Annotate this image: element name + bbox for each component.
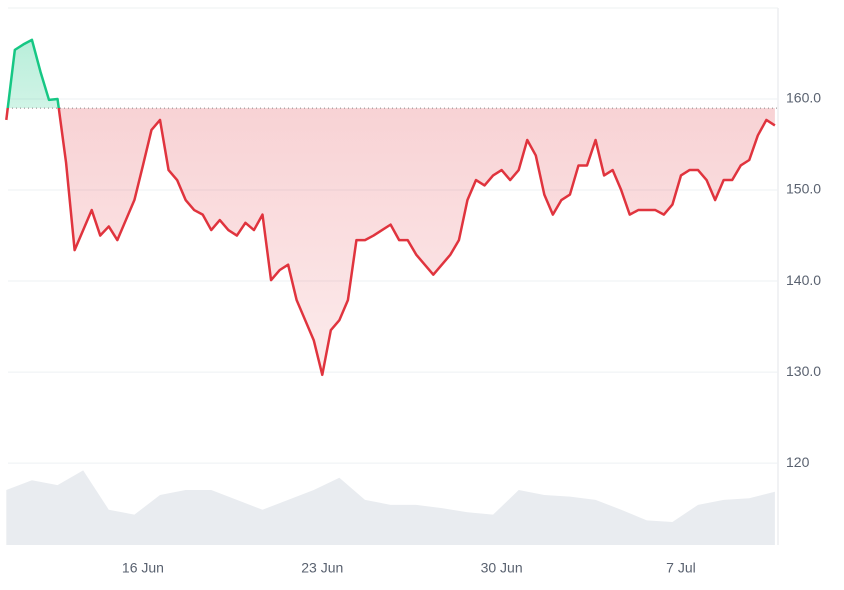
x-tick-label: 23 Jun <box>301 560 343 576</box>
price-line <box>5 38 776 377</box>
y-tick-label: 140.0 <box>786 272 821 288</box>
y-tick-label: 160.0 <box>786 90 821 106</box>
y-tick-label: 120 <box>786 454 810 470</box>
y-tick-label: 130.0 <box>786 363 821 379</box>
volume-area <box>6 470 775 545</box>
x-tick-label: 16 Jun <box>122 560 164 576</box>
y-tick-label: 150.0 <box>786 181 821 197</box>
x-tick-label: 30 Jun <box>481 560 523 576</box>
area-fill <box>6 39 775 375</box>
x-tick-label: 7 Jul <box>666 560 696 576</box>
